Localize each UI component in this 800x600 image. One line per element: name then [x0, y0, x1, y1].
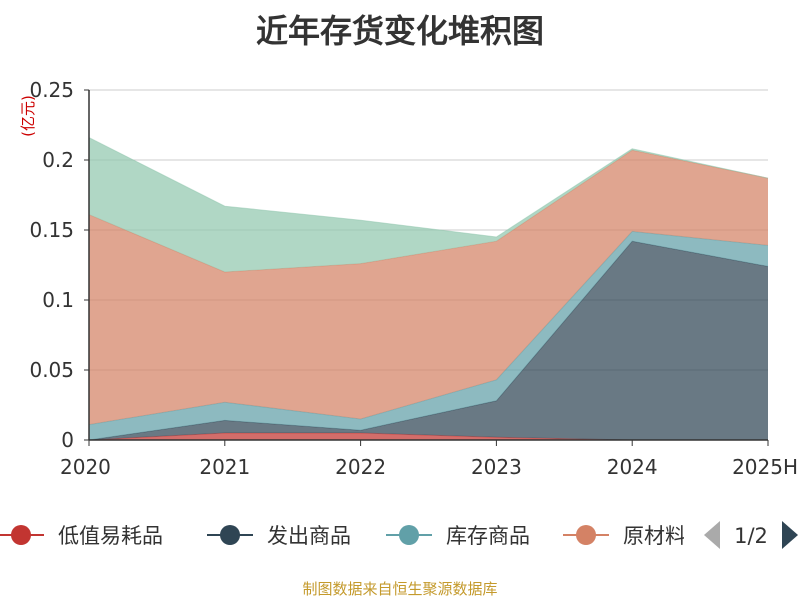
- axes: 0 0.05 0.1 0.15 0.2 0.25 2020 2021 2022 2023 2024 2…: [29, 78, 798, 479]
- x-tick-label: 2023: [471, 455, 522, 479]
- area-series: [88, 137, 769, 441]
- y-tick-label: 0.05: [29, 358, 74, 382]
- source-note: 制图数据来自恒生聚源数据库: [302, 580, 498, 598]
- legend-marker: [399, 525, 419, 545]
- x-tick-label: 2024: [607, 455, 658, 479]
- y-tick-label: 0.25: [29, 78, 74, 102]
- legend-label: 发出商品: [267, 524, 351, 548]
- y-tick-label: 0.15: [29, 218, 74, 242]
- area-原材料: [89, 150, 768, 425]
- area-edge: [88, 137, 769, 238]
- legend-label: 库存商品: [446, 524, 530, 548]
- legend-page-indicator: 1/2: [734, 524, 768, 548]
- legend: 低值易耗品 发出商品 库存商品 原材料 1/2: [0, 510, 800, 560]
- area-低值易耗品: [89, 433, 768, 440]
- legend-label: 原材料: [623, 524, 686, 548]
- y-tick-label: 0: [61, 428, 74, 452]
- legend-marker: [11, 525, 31, 545]
- area-发出商品: [89, 241, 768, 440]
- x-tick-label: 2021: [199, 455, 250, 479]
- y-tick-label: 0.2: [42, 148, 74, 172]
- chart-title: 近年存货变化堆积图: [255, 12, 544, 50]
- legend-label: 低值易耗品: [58, 524, 163, 548]
- legend-marker: [576, 525, 596, 545]
- legend-page-area: [684, 510, 800, 560]
- x-tick-label: 2020: [60, 455, 111, 479]
- x-tick-label: 2025H: [732, 455, 798, 479]
- legend-next-icon: [782, 521, 798, 549]
- legend-marker: [220, 525, 240, 545]
- area-库存商品: [89, 231, 768, 440]
- x-tick-label: 2022: [335, 455, 386, 479]
- y-tick-label: 0.1: [42, 288, 74, 312]
- legend-prev-icon: [704, 521, 720, 549]
- legend-item: 库存商品: [386, 524, 530, 548]
- y-axis-unit-label: (亿元): [19, 95, 37, 137]
- legend-item: 低值易耗品: [0, 524, 163, 548]
- legend-item: 原材料: [563, 524, 686, 548]
- legend-item: 发出商品: [207, 524, 351, 548]
